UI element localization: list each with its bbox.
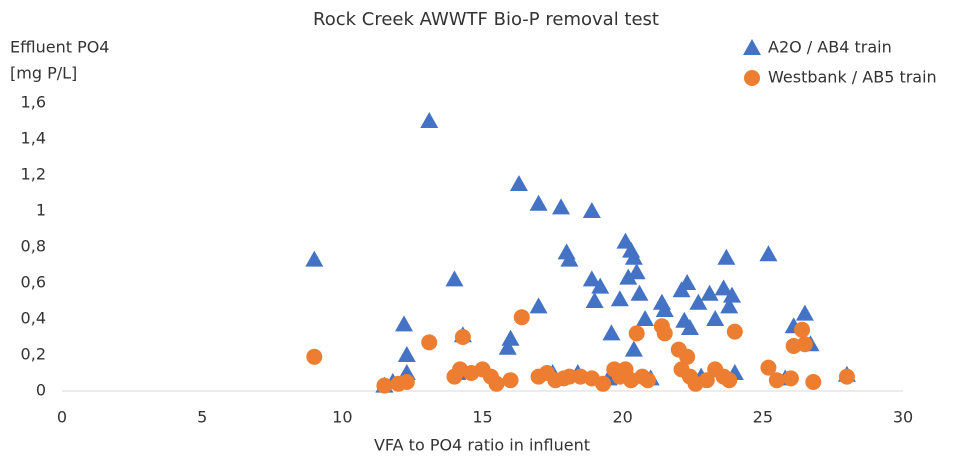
circle-marker: [595, 375, 612, 392]
circle-marker: [838, 368, 855, 385]
y-tick-label: 1,2: [21, 165, 46, 184]
circle-marker: [561, 368, 578, 385]
triangle-marker: [627, 263, 646, 280]
triangle-marker: [501, 329, 520, 346]
y-axis-label: Effluent PO4: [10, 38, 109, 57]
triangle-marker: [706, 310, 725, 326]
circle-marker: [721, 372, 738, 389]
triangle-marker: [305, 250, 324, 267]
triangle-marker: [420, 112, 439, 128]
circle-marker: [639, 372, 656, 389]
y-tick-label: 0,6: [21, 273, 46, 292]
circle-marker: [628, 325, 645, 342]
y-tick-label: 1,6: [21, 93, 46, 112]
circle-marker: [794, 321, 811, 338]
circle-marker: [454, 329, 471, 345]
triangle-marker: [689, 293, 708, 310]
y-tick-label: 0,4: [21, 309, 46, 328]
y-tick-label: 1,4: [21, 129, 46, 148]
circle-marker: [744, 70, 760, 86]
triangle-marker: [395, 315, 414, 332]
triangle-marker: [743, 39, 761, 55]
triangle-marker: [700, 284, 719, 301]
y-tick-label: 0: [36, 381, 46, 400]
x-tick-label: 20: [612, 408, 632, 427]
triangle-marker: [619, 268, 638, 285]
triangle-marker: [602, 324, 621, 341]
circle-marker: [698, 372, 715, 389]
x-tick-label: 25: [753, 408, 773, 427]
legend-label: Westbank / AB5 train: [768, 68, 937, 87]
triangle-marker: [795, 304, 814, 321]
legend-label: A2O / AB4 train: [768, 38, 892, 57]
circle-marker: [679, 348, 696, 365]
x-tick-label: 5: [197, 408, 207, 427]
y-tick-label: 0,8: [21, 237, 46, 256]
triangle-marker: [636, 310, 655, 326]
triangle-marker: [624, 248, 643, 265]
circle-marker: [656, 325, 673, 342]
triangle-marker: [529, 194, 548, 211]
y-tick-label: 0,2: [21, 345, 46, 364]
circle-marker: [726, 323, 743, 340]
triangle-marker: [610, 290, 629, 307]
triangle-marker: [498, 338, 517, 355]
triangle-marker: [630, 284, 649, 301]
triangle-marker: [680, 319, 699, 335]
chart-title: Rock Creek AWWTF Bio-P removal test: [313, 9, 659, 30]
triangle-marker: [655, 301, 674, 317]
circle-marker: [805, 374, 822, 390]
x-tick-label: 30: [893, 408, 913, 427]
triangle-marker: [722, 286, 741, 303]
circle-marker: [306, 348, 323, 365]
circle-marker: [782, 370, 799, 387]
triangle-marker: [582, 270, 601, 287]
triangle-marker: [759, 245, 778, 262]
y-axis-label: [mg P/L]: [10, 64, 77, 83]
triangle-marker: [445, 270, 464, 287]
y-tick-label: 1: [36, 201, 46, 220]
triangle-marker: [529, 297, 548, 314]
triangle-marker: [397, 346, 416, 362]
circle-marker: [760, 359, 777, 376]
triangle-marker: [560, 250, 579, 267]
triangle-marker: [678, 274, 697, 290]
triangle-marker: [624, 340, 643, 357]
x-tick-label: 15: [472, 408, 492, 427]
triangle-marker: [585, 292, 604, 308]
circle-marker: [513, 309, 530, 326]
triangle-marker: [720, 297, 739, 314]
triangle-marker: [717, 248, 736, 265]
triangle-marker: [551, 198, 570, 215]
triangle-marker: [591, 277, 610, 294]
circle-marker: [502, 372, 519, 389]
circle-marker: [376, 377, 393, 394]
circle-marker: [768, 372, 785, 389]
x-tick-label: 0: [57, 408, 67, 427]
circle-marker: [398, 374, 415, 390]
circle-marker: [796, 336, 813, 353]
circle-marker: [421, 334, 438, 351]
triangle-marker: [714, 279, 733, 296]
triangle-marker: [582, 202, 601, 218]
circle-marker: [488, 375, 505, 392]
x-axis-label: VFA to PO4 ratio in influent: [374, 436, 590, 455]
x-tick-label: 10: [332, 408, 352, 427]
triangle-marker: [509, 175, 528, 191]
